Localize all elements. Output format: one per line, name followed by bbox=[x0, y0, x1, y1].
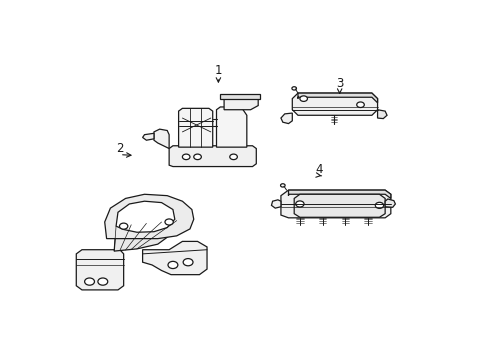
Circle shape bbox=[183, 258, 193, 266]
Polygon shape bbox=[104, 194, 193, 239]
Circle shape bbox=[98, 278, 107, 285]
Polygon shape bbox=[271, 200, 280, 208]
Circle shape bbox=[356, 102, 364, 108]
Polygon shape bbox=[385, 199, 395, 207]
Polygon shape bbox=[216, 107, 246, 147]
Polygon shape bbox=[288, 190, 390, 198]
Polygon shape bbox=[224, 96, 258, 110]
Circle shape bbox=[280, 184, 285, 187]
Circle shape bbox=[295, 201, 304, 207]
Circle shape bbox=[119, 223, 127, 229]
Polygon shape bbox=[292, 93, 377, 115]
Circle shape bbox=[229, 154, 237, 159]
Polygon shape bbox=[142, 133, 154, 140]
Polygon shape bbox=[114, 208, 176, 251]
Polygon shape bbox=[294, 194, 385, 217]
Circle shape bbox=[193, 154, 201, 159]
Circle shape bbox=[168, 261, 178, 269]
Polygon shape bbox=[280, 113, 292, 123]
Circle shape bbox=[182, 154, 189, 159]
Text: 2: 2 bbox=[116, 142, 123, 155]
Polygon shape bbox=[377, 110, 386, 118]
Circle shape bbox=[84, 278, 94, 285]
Polygon shape bbox=[169, 146, 256, 167]
Polygon shape bbox=[154, 129, 169, 149]
Text: 3: 3 bbox=[335, 77, 343, 90]
Circle shape bbox=[374, 202, 383, 208]
Polygon shape bbox=[76, 250, 123, 290]
Circle shape bbox=[299, 96, 307, 102]
Polygon shape bbox=[220, 94, 260, 99]
Circle shape bbox=[164, 219, 173, 225]
Text: 1: 1 bbox=[214, 64, 222, 77]
Polygon shape bbox=[280, 190, 390, 218]
Polygon shape bbox=[297, 93, 377, 103]
Polygon shape bbox=[142, 242, 206, 275]
Circle shape bbox=[291, 87, 296, 90]
Polygon shape bbox=[178, 108, 212, 147]
Text: 4: 4 bbox=[314, 163, 322, 176]
Polygon shape bbox=[116, 201, 175, 232]
